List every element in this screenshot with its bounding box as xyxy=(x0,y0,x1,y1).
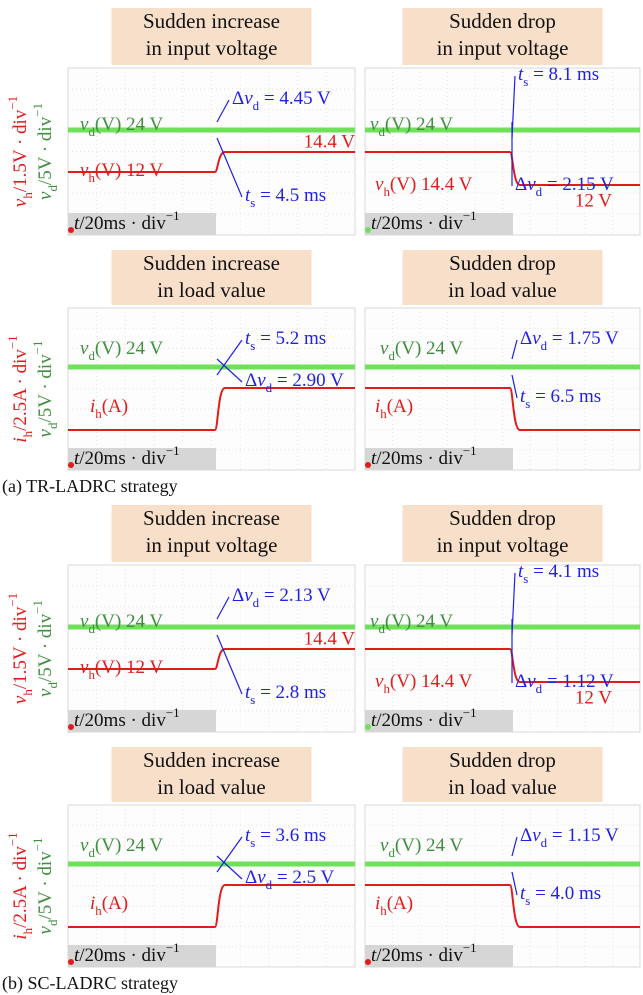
time-label-part: /20ms · div xyxy=(79,448,166,469)
y-label-green-part: −1 xyxy=(30,103,45,117)
time-label-part: −1 xyxy=(463,940,477,955)
y-label-green-part: /5V · div xyxy=(35,116,56,185)
panel-title: in load value xyxy=(448,775,556,799)
y-label-green: vd/5V · div−1 xyxy=(30,103,60,200)
green-label-part: (V) 24 V xyxy=(385,114,454,135)
y-label-green-part: −1 xyxy=(30,838,45,852)
y-label-red-part: −1 xyxy=(5,593,20,607)
y-label-red-part: −1 xyxy=(5,96,20,110)
delta-label-part: Δ xyxy=(232,88,244,109)
ts-label-part: = 6.5 ms xyxy=(530,386,601,407)
panel-title: Sudden increase xyxy=(143,9,280,33)
y-label-green-part: /5V · div xyxy=(35,354,56,423)
time-label-part: −1 xyxy=(463,443,477,458)
green-label-part: (V) 24 V xyxy=(95,338,164,359)
level-label: 14.4 V xyxy=(304,628,356,649)
time-label-part: /20ms · div xyxy=(79,710,166,731)
time-label-part: −1 xyxy=(166,208,180,223)
delta-label-part: Δ xyxy=(520,328,532,349)
time-label-part: −1 xyxy=(463,705,477,720)
ts-label-part: = 8.1 ms xyxy=(528,64,599,85)
time-label-part: −1 xyxy=(166,940,180,955)
y-label-green-part: −1 xyxy=(30,600,45,614)
delta-label-part: = 2.90 V xyxy=(272,370,344,391)
green-label-part: (V) 24 V xyxy=(385,611,454,632)
delta-label-part: = 2.15 V xyxy=(542,174,614,195)
green-label-part: (V) 24 V xyxy=(95,611,164,632)
y-label-green-part: −1 xyxy=(30,341,45,355)
panel-title: in load value xyxy=(157,278,265,302)
red-label-part: (V) 14.4 V xyxy=(390,174,473,195)
y-label-green: vd/5V · div−1 xyxy=(30,838,60,935)
red-label-part: (V) 14.4 V xyxy=(390,671,473,692)
panel-title: in load value xyxy=(157,775,265,799)
time-label-part: −1 xyxy=(166,443,180,458)
red-label-part: (V) 12 V xyxy=(95,160,164,181)
time-label-part: /20ms · div xyxy=(376,945,463,966)
panel-title: in input voltage xyxy=(146,533,278,557)
time-label-part: /20ms · div xyxy=(376,710,463,731)
y-label-green-part: /5V · div xyxy=(35,613,56,682)
panel-title: Sudden increase xyxy=(143,748,280,772)
ts-label-part: = 3.6 ms xyxy=(255,825,326,846)
green-label-part: (V) 24 V xyxy=(395,338,464,359)
delta-label-part: Δ xyxy=(245,867,257,888)
red-label-part: (A) xyxy=(387,893,413,914)
panel-title: Sudden increase xyxy=(143,506,280,530)
time-label-part: /20ms · div xyxy=(79,213,166,234)
delta-label-part: = 1.15 V xyxy=(547,825,619,846)
ts-label-part: = 5.2 ms xyxy=(255,328,326,349)
panel-title: in input voltage xyxy=(437,533,569,557)
time-label-part: −1 xyxy=(463,208,477,223)
delta-label-part: = 2.5 V xyxy=(272,867,334,888)
panel-title: Sudden drop xyxy=(449,506,556,530)
panel-title: in input voltage xyxy=(437,36,569,60)
level-label: 14.4 V xyxy=(304,131,356,152)
delta-label-part: Δ xyxy=(515,671,527,692)
ts-label-part: = 4.5 ms xyxy=(255,185,326,206)
panel-title: Sudden increase xyxy=(143,251,280,275)
time-label-part: /20ms · div xyxy=(376,213,463,234)
red-label-part: (A) xyxy=(102,893,128,914)
ts-label-part: = 4.1 ms xyxy=(528,561,599,582)
panel-title: Sudden drop xyxy=(449,748,556,772)
time-label-part: −1 xyxy=(166,705,180,720)
y-label-red-part: /1.5V · div xyxy=(10,606,31,689)
delta-label-part: Δ xyxy=(245,370,257,391)
time-label-part: /20ms · div xyxy=(376,448,463,469)
y-label-green-part: /5V · div xyxy=(35,851,56,920)
ts-label-part: = 4.0 ms xyxy=(530,883,601,904)
y-label-red-part: /1.5V · div xyxy=(10,109,31,192)
panel-title: Sudden drop xyxy=(449,9,556,33)
y-label-red-part: /2.5A · div xyxy=(10,349,31,431)
delta-label-part: Δ xyxy=(520,825,532,846)
panel-title: in load value xyxy=(448,278,556,302)
time-label-part: /20ms · div xyxy=(79,945,166,966)
figure: vh/1.5V · div−1vd/5V · div−1Sudden incre… xyxy=(0,0,643,995)
green-label-part: (V) 24 V xyxy=(95,835,164,856)
y-label-green: vd/5V · div−1 xyxy=(30,600,60,697)
panel-title: in input voltage xyxy=(146,36,278,60)
green-label-part: (V) 24 V xyxy=(95,114,164,135)
delta-label-part: = 4.45 V xyxy=(259,88,331,109)
delta-label-part: = 1.12 V xyxy=(542,671,614,692)
y-label-red-part: −1 xyxy=(5,832,20,846)
delta-label-part: = 2.13 V xyxy=(259,585,331,606)
red-label-part: (A) xyxy=(387,396,413,417)
y-label-green: vd/5V · div−1 xyxy=(30,341,60,438)
red-label-part: (V) 12 V xyxy=(95,657,164,678)
delta-label-part: Δ xyxy=(232,585,244,606)
caption: (b) SC-LADRC strategy xyxy=(2,973,178,994)
caption: (a) TR-LADRC strategy xyxy=(2,476,178,497)
y-label-red-part: −1 xyxy=(5,335,20,349)
y-label-red-part: /2.5A · div xyxy=(10,846,31,928)
ts-label-part: = 2.8 ms xyxy=(255,682,326,703)
red-label-part: (A) xyxy=(102,396,128,417)
delta-label-part: = 1.75 V xyxy=(547,328,619,349)
delta-label-part: Δ xyxy=(515,174,527,195)
green-label-part: (V) 24 V xyxy=(395,835,464,856)
panel-title: Sudden drop xyxy=(449,251,556,275)
